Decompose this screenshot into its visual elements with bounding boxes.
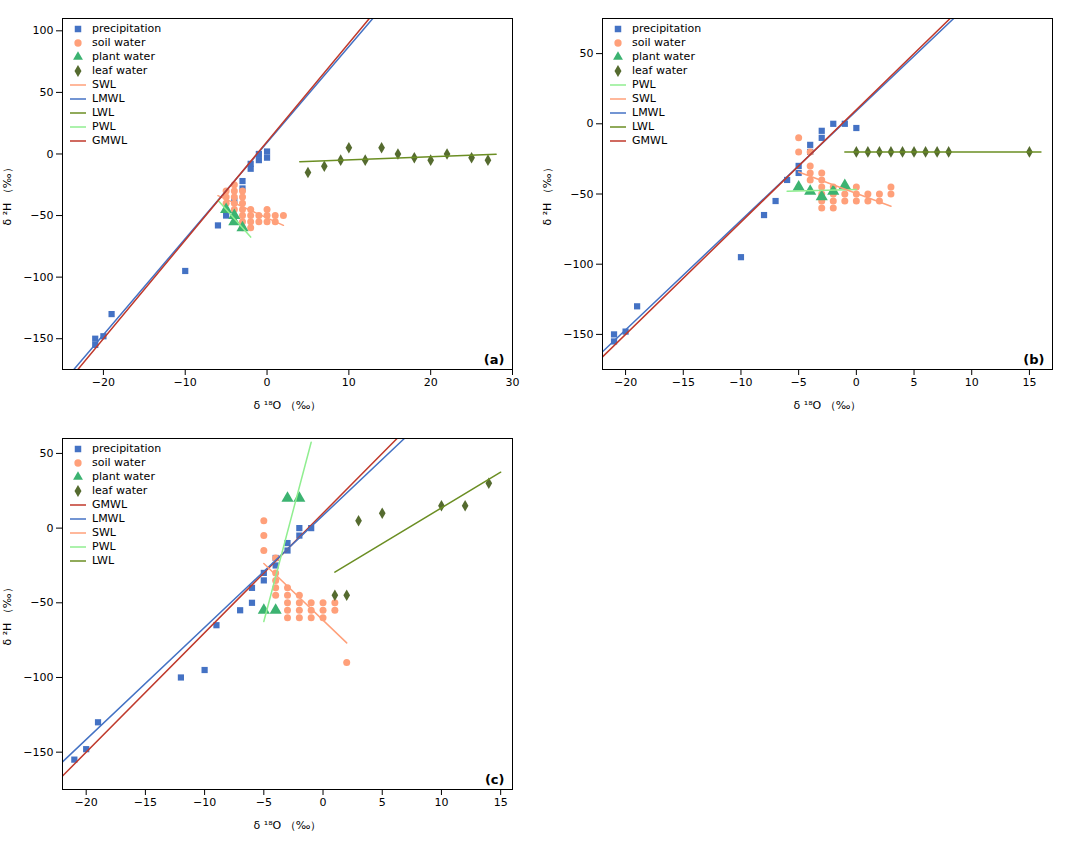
- svg-text:−20: −20: [75, 796, 98, 809]
- svg-text:−10: −10: [174, 376, 197, 389]
- html-text:SWL: SWL: [92, 526, 116, 539]
- svg-text:30: 30: [506, 376, 520, 389]
- html-text:precipitation: precipitation: [92, 22, 162, 35]
- svg-text:5: 5: [911, 376, 918, 389]
- html-text:GMWL: GMWL: [92, 498, 127, 511]
- html-text:LMWL: LMWL: [632, 106, 665, 119]
- html-text:leaf water: leaf water: [92, 484, 148, 497]
- svg-text:0: 0: [47, 522, 54, 535]
- svg-text:δ ²H （‰）: δ ²H （‰）: [1, 162, 14, 225]
- svg-text:−100: −100: [23, 671, 53, 684]
- svg-text:−150: −150: [563, 328, 593, 341]
- svg-text:−100: −100: [563, 258, 593, 271]
- svg-text:15: 15: [1022, 376, 1036, 389]
- svg-text:0: 0: [320, 796, 327, 809]
- html-text:GMWL: GMWL: [632, 134, 667, 147]
- html-text:PWL: PWL: [632, 78, 656, 91]
- svg-text:δ ¹⁸O （‰）: δ ¹⁸O （‰）: [254, 399, 322, 412]
- svg-text:10: 10: [434, 796, 448, 809]
- svg-text:−50: −50: [570, 188, 593, 201]
- svg-text:50: 50: [580, 47, 594, 60]
- html-text:soil water: soil water: [92, 36, 146, 49]
- svg-text:100: 100: [33, 24, 54, 37]
- svg-text:50: 50: [40, 86, 54, 99]
- svg-text:0: 0: [47, 147, 54, 160]
- svg-text:(b): (b): [1023, 352, 1044, 367]
- svg-text:δ ²H （‰）: δ ²H （‰）: [1, 582, 14, 645]
- svg-text:δ ²H （‰）: δ ²H （‰）: [541, 162, 554, 225]
- svg-text:−15: −15: [134, 796, 157, 809]
- html-text:PWL: PWL: [92, 540, 116, 553]
- html-text:leaf water: leaf water: [632, 64, 688, 77]
- html-text:plant water: plant water: [92, 50, 155, 63]
- svg-text:−50: −50: [30, 209, 53, 222]
- svg-text:5: 5: [379, 796, 386, 809]
- svg-text:(a): (a): [484, 352, 505, 367]
- svg-text:δ ¹⁸O （‰）: δ ¹⁸O （‰）: [254, 819, 322, 832]
- svg-text:−10: −10: [193, 796, 216, 809]
- html-text:SWL: SWL: [92, 78, 116, 91]
- svg-text:0: 0: [853, 376, 860, 389]
- svg-text:−50: −50: [30, 596, 53, 609]
- html-text:leaf water: leaf water: [92, 64, 148, 77]
- html-text:LWL: LWL: [92, 554, 115, 567]
- svg-text:−150: −150: [23, 746, 53, 759]
- svg-text:−5: −5: [256, 796, 272, 809]
- html-text:SWL: SWL: [632, 92, 656, 105]
- html-text:soil water: soil water: [632, 36, 686, 49]
- html-text:soil water: soil water: [92, 456, 146, 469]
- html-text:LMWL: LMWL: [92, 512, 125, 525]
- svg-text:−100: −100: [23, 271, 53, 284]
- html-text:LMWL: LMWL: [92, 92, 125, 105]
- svg-text:20: 20: [424, 376, 438, 389]
- svg-text:−150: −150: [23, 332, 53, 345]
- svg-text:−15: −15: [672, 376, 695, 389]
- html-text:LWL: LWL: [632, 120, 655, 133]
- svg-text:−5: −5: [791, 376, 807, 389]
- html-text:plant water: plant water: [632, 50, 695, 63]
- html-text:precipitation: precipitation: [92, 442, 162, 455]
- svg-text:−20: −20: [92, 376, 115, 389]
- svg-text:δ ¹⁸O （‰）: δ ¹⁸O （‰）: [794, 399, 862, 412]
- svg-text:−10: −10: [729, 376, 752, 389]
- svg-text:10: 10: [965, 376, 979, 389]
- svg-text:15: 15: [494, 796, 508, 809]
- svg-text:50: 50: [40, 447, 54, 460]
- html-text:precipitation: precipitation: [632, 22, 702, 35]
- html-text:LWL: LWL: [92, 106, 115, 119]
- html-text:PWL: PWL: [92, 120, 116, 133]
- html-text:GMWL: GMWL: [92, 134, 127, 147]
- svg-text:10: 10: [342, 376, 356, 389]
- svg-text:0: 0: [587, 117, 594, 130]
- svg-text:0: 0: [264, 376, 271, 389]
- svg-text:(c): (c): [485, 772, 505, 787]
- html-text:plant water: plant water: [92, 470, 155, 483]
- svg-text:−20: −20: [614, 376, 637, 389]
